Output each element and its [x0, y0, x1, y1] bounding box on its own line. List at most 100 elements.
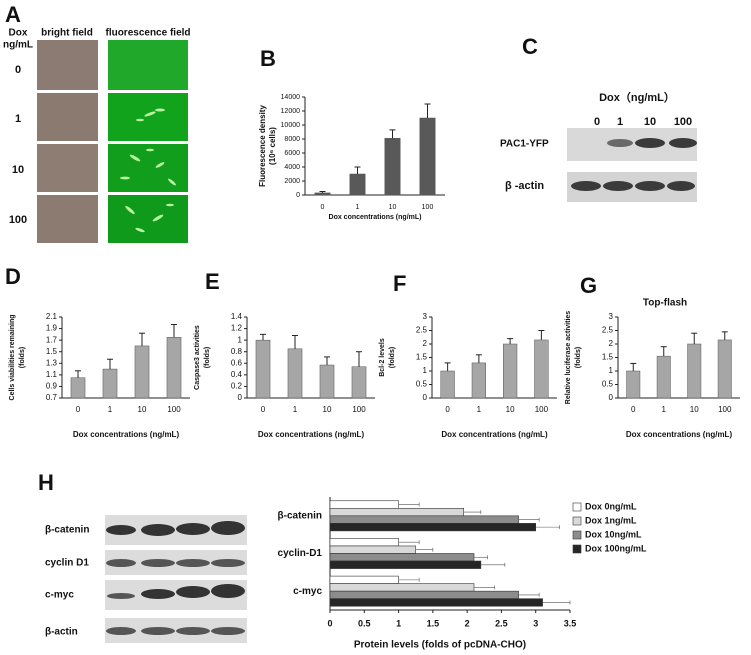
- column-header: bright field: [41, 28, 93, 39]
- x-tick-label: 10: [506, 405, 515, 414]
- column-header: fluorescence field: [105, 28, 190, 39]
- x-axis-label: Dox concentrations (ng/mL): [329, 214, 422, 221]
- y-axis-label: (folds): [575, 347, 582, 368]
- row-label: 0: [15, 64, 21, 76]
- x-tick-label: 100: [718, 405, 732, 414]
- row-label: 10: [12, 164, 24, 176]
- x-axis-label: Dox concentrations (ng/mL): [258, 430, 365, 439]
- y-tick-label: 0: [238, 393, 243, 402]
- x-tick-label: 1.5: [427, 618, 440, 628]
- y-tick-label: 10000: [281, 122, 301, 129]
- bar: [329, 553, 475, 562]
- bar: [329, 560, 482, 569]
- x-tick-label: 0: [631, 405, 636, 414]
- y-tick-label: 14000: [281, 94, 301, 101]
- x-tick-label: 3.5: [564, 618, 577, 628]
- x-tick-label: 0: [321, 204, 325, 211]
- bar: [329, 507, 465, 517]
- bar: [329, 545, 417, 554]
- y-tick-label: 2: [423, 339, 428, 348]
- y-axis-label: Fluorescence density: [258, 105, 267, 187]
- bar: [329, 583, 475, 592]
- legend-swatch: [572, 502, 582, 512]
- y-tick-label: 2: [609, 339, 614, 348]
- panel-letter: F: [393, 271, 406, 296]
- x-axis-label: Dox concentrations (ng/mL): [626, 430, 733, 439]
- x-tick-label: 1: [293, 405, 298, 414]
- y-axis-label: Caspase3 activities: [194, 325, 201, 390]
- y-tick-label: cyclin-D1: [278, 548, 323, 559]
- chart-title: Top-flash: [643, 298, 687, 309]
- x-tick-label: 0: [445, 405, 450, 414]
- x-tick-label: 3: [533, 618, 538, 628]
- blot-row-label: β-catenin: [45, 525, 89, 536]
- blot-row-label: c-myc: [45, 590, 74, 601]
- x-axis-label: Dox concentrations (ng/mL): [73, 430, 180, 439]
- bar: [102, 368, 118, 399]
- lane-label: 100: [674, 116, 692, 128]
- row-label: 100: [9, 214, 27, 226]
- y-axis-label: Cells viabilities remaining: [9, 315, 16, 401]
- panel-letter: E: [205, 269, 220, 294]
- y-tick-label: 1.5: [416, 353, 428, 362]
- bar: [440, 370, 455, 399]
- panel-letter: H: [38, 470, 54, 495]
- y-tick-label: 1.4: [231, 312, 243, 321]
- blot-row-label: β -actin: [505, 180, 544, 192]
- x-tick-label: 1: [477, 405, 482, 414]
- legend-swatch: [572, 530, 582, 540]
- bar: [329, 523, 537, 532]
- y-tick-label: 12000: [281, 108, 301, 115]
- y-tick-label: 1.2: [231, 324, 243, 333]
- y-axis-label: (folds): [204, 347, 211, 368]
- y-tick-label: 3: [423, 312, 428, 321]
- bar: [471, 362, 486, 399]
- bar: [349, 173, 366, 196]
- x-tick-label: 100: [167, 405, 181, 414]
- y-tick-label: 1.7: [46, 335, 58, 344]
- bar: [717, 339, 732, 399]
- y-tick-label: 0.9: [46, 382, 58, 391]
- x-tick-label: 100: [422, 204, 434, 211]
- y-tick-label: 0: [423, 393, 428, 402]
- y-tick-label: 0: [609, 393, 614, 402]
- blot-row-label: β-actin: [45, 627, 78, 638]
- y-tick-label: β-catenin: [278, 510, 322, 521]
- y-tick-label: 1.5: [602, 353, 614, 362]
- x-tick-label: 1: [356, 204, 360, 211]
- y-axis-label: (folds): [19, 347, 26, 368]
- x-tick-label: 10: [389, 204, 397, 211]
- bar: [314, 192, 331, 196]
- bar: [70, 377, 86, 399]
- y-tick-label: 0.4: [231, 370, 243, 379]
- legend-swatch: [572, 516, 582, 526]
- bar: [255, 339, 271, 399]
- y-tick-label: 6000: [284, 150, 300, 157]
- western-blot-h: [105, 515, 247, 643]
- bar: [503, 343, 518, 399]
- x-tick-label: 0: [261, 405, 266, 414]
- bar: [419, 117, 436, 196]
- legend-label: Dox 100ng/mL: [585, 543, 647, 553]
- y-tick-label: 1: [609, 366, 614, 375]
- bar: [384, 138, 401, 196]
- x-tick-label: 10: [690, 405, 699, 414]
- y-tick-label: 2.5: [416, 326, 428, 335]
- bar: [534, 339, 549, 399]
- y-tick-label: 3: [609, 312, 614, 321]
- bar: [329, 515, 519, 524]
- legend-label: Dox 10ng/mL: [585, 529, 642, 539]
- bar: [329, 598, 543, 607]
- blot-row-label: cyclin D1: [45, 558, 89, 569]
- y-tick-label: 1.9: [46, 324, 58, 333]
- bar: [287, 348, 303, 399]
- lane-label: 10: [644, 116, 656, 128]
- panel-letter: D: [5, 264, 21, 289]
- x-tick-label: 0: [327, 618, 332, 628]
- western-blot-c: [567, 128, 697, 202]
- x-tick-label: 100: [535, 405, 549, 414]
- panel-letter: C: [522, 34, 538, 59]
- y-tick-label: 8000: [284, 136, 300, 143]
- bar: [166, 337, 182, 399]
- y-tick-label: 2.5: [602, 326, 614, 335]
